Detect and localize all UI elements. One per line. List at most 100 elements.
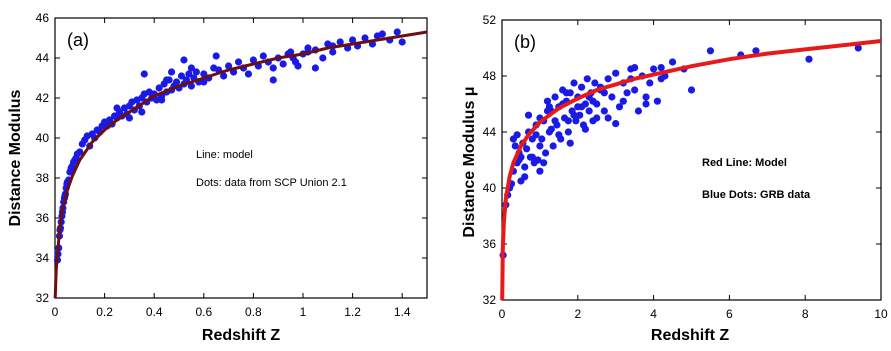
panel-label-b: (b): [514, 32, 536, 52]
x-tick-label-b: 10: [874, 307, 888, 321]
data-point-a: [234, 58, 243, 66]
data-point-b: [570, 79, 578, 87]
x-tick-label-b: 6: [726, 307, 733, 321]
annotation-dots-a: Dots: data from SCP Union 2.1: [196, 177, 347, 189]
ticks-a: 0 0.2 0.4 0.6 0.8 1 1.2 1.4 32 34 36 38 40 42 44 46: [36, 11, 427, 319]
panel-a: 0 0.2 0.4 0.6 0.8 1 1.2 1.4 32 34 36 38 40 42 44 46 (a)…: [7, 11, 428, 344]
x-tick-label-b: 2: [574, 307, 581, 321]
data-point-a: [200, 70, 208, 78]
data-point-a: [172, 78, 181, 86]
y-axis-title-a: Distance Modulus: [7, 89, 24, 226]
data-point-b: [541, 149, 550, 157]
data-point-b: [523, 145, 531, 153]
data-point-a: [167, 68, 176, 76]
panel-label-a: (a): [67, 30, 89, 50]
x-tick-label-a: 1.4: [394, 305, 411, 319]
data-point-b: [631, 64, 639, 72]
data-point-a: [249, 56, 257, 64]
data-point-a: [125, 114, 133, 122]
data-point-b: [642, 93, 650, 101]
x-tick-label-a: 1: [300, 305, 307, 319]
data-point-b: [528, 153, 536, 161]
data-point-a: [291, 58, 300, 66]
data-point-a: [177, 72, 186, 80]
y-tick-label-b: 44: [483, 125, 497, 139]
data-point-b: [634, 107, 643, 115]
data-point-b: [572, 117, 580, 125]
plot-frame-b: [501, 19, 882, 301]
data-point-a: [187, 64, 195, 72]
data-point-b: [555, 131, 563, 139]
data-point-b: [547, 125, 555, 133]
data-point-b: [604, 75, 612, 83]
data-point-a: [398, 38, 406, 46]
data-point-a: [393, 28, 401, 36]
data-point-b: [653, 97, 661, 105]
data-point-b: [642, 100, 650, 108]
data-point-b: [577, 83, 586, 91]
data-point-a: [225, 62, 233, 70]
x-tick-label-a: 0.4: [146, 305, 163, 319]
data-point-a: [361, 34, 369, 42]
x-tick-label-a: 0.6: [195, 305, 212, 319]
x-tick-label-a: 0: [52, 305, 59, 319]
data-point-b: [532, 131, 540, 139]
x-tick-label-b: 4: [650, 307, 657, 321]
y-tick-label-a: 46: [36, 11, 50, 25]
data-point-b: [608, 93, 616, 101]
data-point-b: [585, 107, 593, 115]
data-point-b: [509, 135, 517, 143]
data-point-b: [536, 142, 544, 150]
y-tick-label-b: 32: [483, 293, 497, 307]
data-point-a: [244, 70, 253, 78]
data-point-b: [646, 79, 654, 87]
data-point-b: [631, 86, 639, 94]
data-point-b: [687, 86, 696, 94]
data-point-a: [329, 48, 337, 56]
data-point-b: [619, 97, 627, 105]
data-point-a: [378, 30, 386, 38]
data-point-a: [212, 52, 220, 60]
data-point-b: [591, 79, 599, 87]
x-tick-label-b: 8: [802, 307, 809, 321]
data-point-b: [570, 111, 578, 119]
data-point-b: [534, 156, 542, 164]
data-point-b: [566, 139, 574, 147]
y-tick-label-a: 40: [36, 131, 50, 145]
y-axis-title-b: Distance Modulus μ: [461, 86, 478, 237]
data-point-b: [612, 120, 620, 128]
data-point-b: [623, 89, 631, 97]
data-point-a: [269, 64, 277, 72]
model-line-b: [500, 39, 882, 301]
data-point-b: [551, 117, 559, 125]
data-point-a: [269, 76, 277, 84]
annotation-line-a: Line: model: [196, 149, 253, 161]
plot-frame-a: [54, 17, 428, 299]
data-point-a: [140, 70, 148, 78]
annotation-dots-b: Blue Dots: GRB data: [702, 189, 811, 201]
data-point-b: [752, 47, 760, 55]
data-point-a: [259, 52, 267, 60]
data-point-a: [155, 84, 163, 92]
data-point-b: [650, 65, 658, 73]
data-point-a: [220, 72, 228, 80]
data-point-a: [336, 38, 344, 46]
data-point-b: [600, 89, 608, 97]
data-point-b: [545, 103, 553, 111]
y-tick-label-a: 44: [36, 51, 50, 65]
data-point-b: [576, 111, 584, 119]
data-point-b: [600, 107, 608, 115]
data-point-b: [668, 58, 677, 66]
data-point-b: [564, 117, 572, 125]
data-point-a: [319, 54, 327, 62]
data-point-b: [538, 135, 546, 143]
model-line-a: [53, 30, 428, 299]
data-point-a: [192, 68, 200, 76]
data-point-b: [540, 159, 548, 167]
y-tick-label-a: 38: [36, 171, 50, 185]
data-point-b: [854, 44, 862, 52]
data-point-a: [187, 82, 195, 90]
x-axis-title-a: Redshift Z: [202, 327, 280, 344]
